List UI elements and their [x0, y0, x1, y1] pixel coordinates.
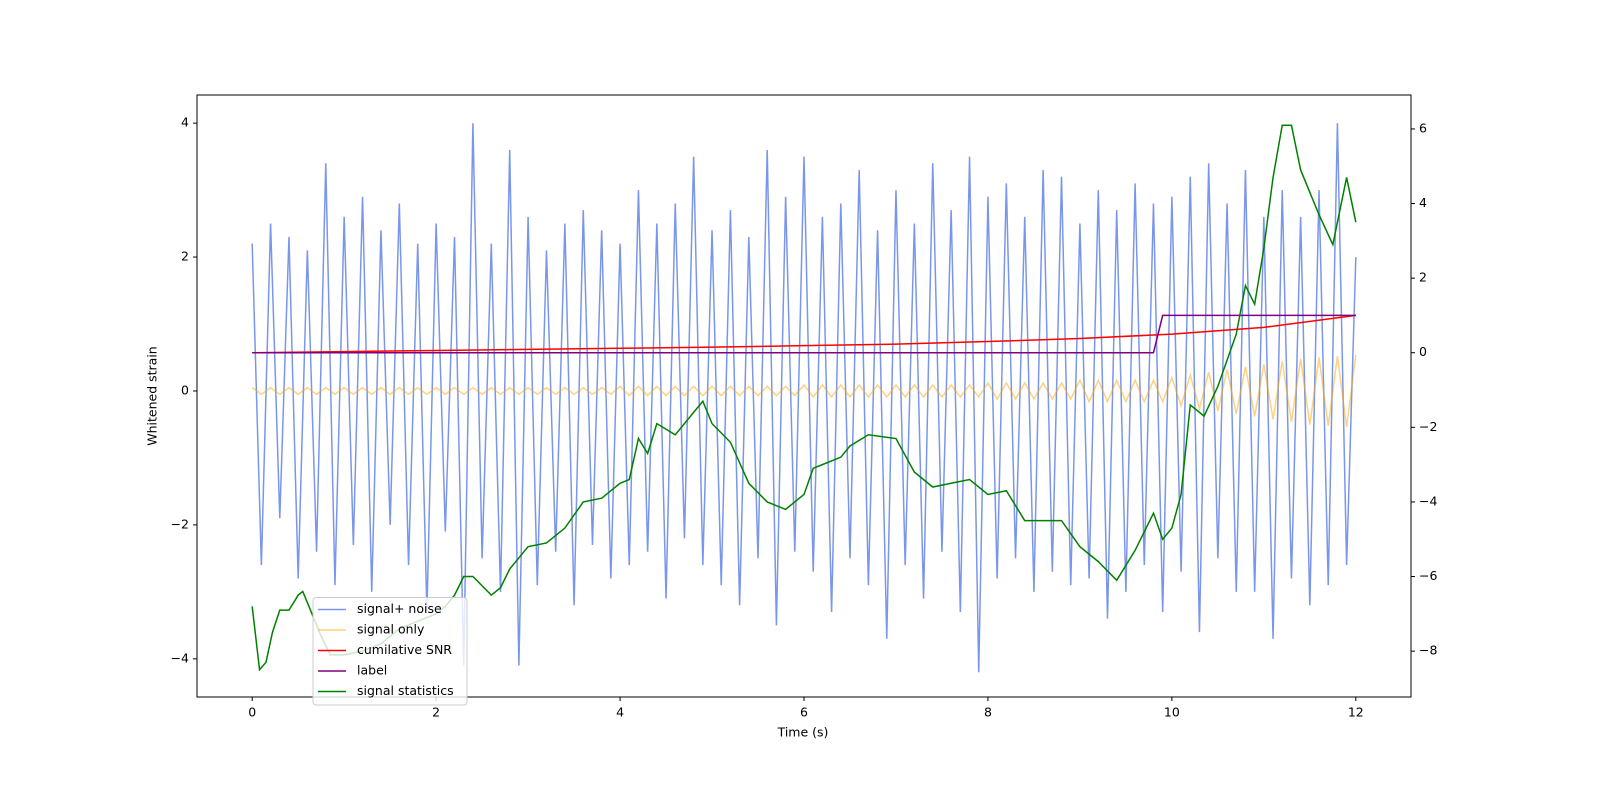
legend: signal+ noise signal only cumilative SNR la…	[312, 597, 468, 706]
x-axis-label: Time (s)	[777, 725, 829, 740]
y2-tick-label: −2	[1419, 419, 1437, 434]
y2-tick-label: −6	[1419, 568, 1437, 583]
series-line	[252, 314, 1356, 354]
legend-label: signal only	[357, 622, 425, 637]
y-tick-label: −2	[171, 516, 189, 531]
y2-tick-label: 6	[1419, 120, 1427, 135]
series-line	[251, 354, 1357, 428]
y-axis-label: Whitened strain	[145, 346, 160, 445]
y2-tick-label: −4	[1419, 493, 1437, 508]
plot-frame	[196, 94, 1412, 698]
y2-tick-label: 4	[1419, 195, 1427, 210]
y2-tick-label: 2	[1419, 270, 1427, 285]
x-tick-label: 2	[432, 705, 440, 720]
x-tick-label: 8	[984, 705, 992, 720]
series-line	[252, 314, 1356, 354]
legend-label: label	[357, 663, 387, 678]
y-tick-label: 0	[181, 382, 189, 397]
x-tick-label: 12	[1348, 705, 1364, 720]
y-tick-label: −4	[171, 650, 189, 665]
x-tick-label: 0	[248, 705, 256, 720]
x-tick-label: 10	[1164, 705, 1180, 720]
series-line	[251, 123, 1357, 673]
plot-area	[251, 123, 1357, 673]
y-tick-label: 4	[181, 115, 189, 130]
y2-tick-label: 0	[1419, 344, 1427, 359]
legend-label: signal statistics	[357, 683, 454, 698]
x-tick-label: 4	[616, 705, 624, 720]
y2-tick-label: −8	[1419, 643, 1437, 658]
legend-label: cumilative SNR	[357, 642, 452, 657]
legend-label: signal+ noise	[357, 601, 442, 616]
x-tick-label: 6	[800, 705, 808, 720]
legend-box	[312, 597, 468, 706]
y-tick-label: 2	[181, 249, 189, 264]
